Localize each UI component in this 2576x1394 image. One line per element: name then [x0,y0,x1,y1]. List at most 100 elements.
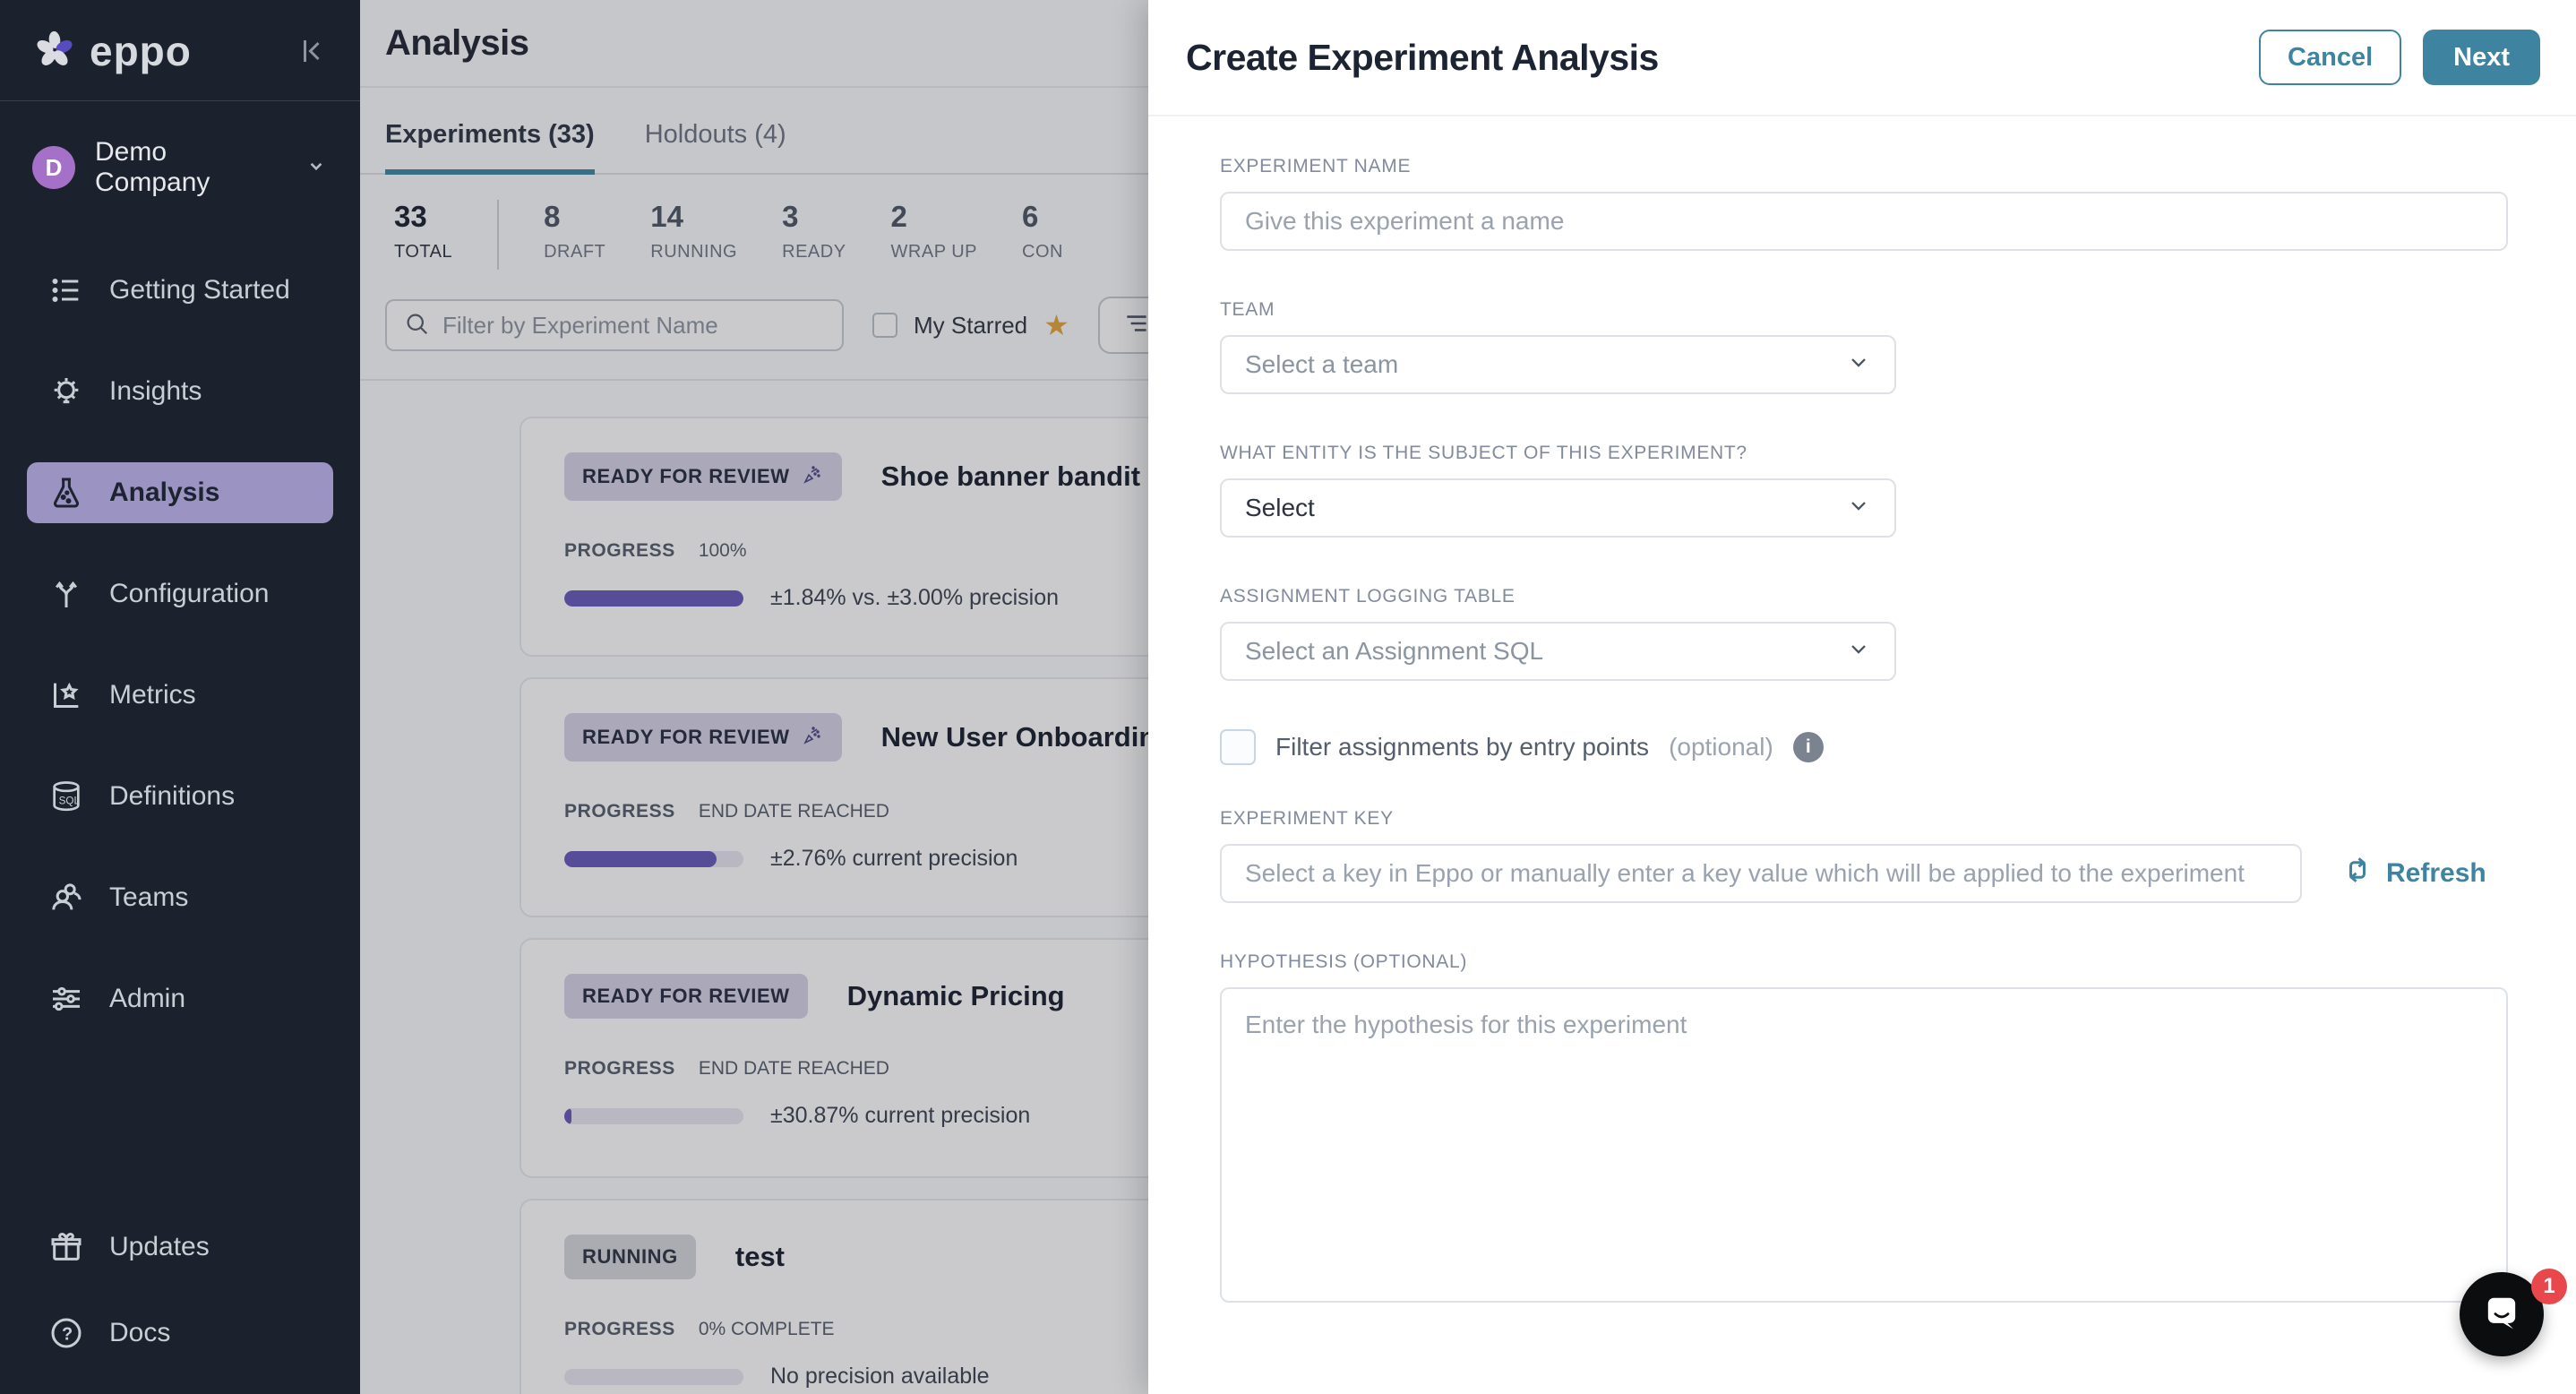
chevron-down-icon [1846,636,1871,667]
experiment-title: test [734,1241,786,1272]
sidebar-item-label: Docs [109,1318,171,1347]
sidebar-footer: Updates ? Docs [27,1217,333,1364]
sidebar-item-admin[interactable]: Admin [27,968,333,1029]
chevron-down-icon [305,154,328,182]
experiment-key-field-group: EXPERIMENT KEY Refresh [1220,808,2508,903]
sidebar-item-label: Metrics [109,680,196,710]
sidebar-item-label: Definitions [109,781,236,811]
stat-value: 6 [1022,200,1039,233]
refresh-label: Refresh [2386,858,2486,888]
sidebar-item-insights[interactable]: Insights [27,361,333,422]
progress-label: PROGRESS [564,1319,675,1339]
experiment-name-input[interactable] [1220,192,2508,251]
precision-text: ±1.84% vs. ±3.00% precision [770,585,1060,610]
progress-label: PROGRESS [564,1058,675,1079]
cancel-button[interactable]: Cancel [2259,30,2402,85]
sql-database-icon: SQL [47,779,86,814]
hypothesis-textarea[interactable] [1220,987,2508,1303]
entry-points-checkbox[interactable] [1220,729,1256,765]
entity-label: WHAT ENTITY IS THE SUBJECT OF THIS EXPER… [1220,443,1747,463]
progress-bar-fill [564,1107,571,1124]
sidebar-item-configuration[interactable]: Configuration [27,564,333,624]
logo-text: eppo [90,28,192,74]
progress-label: PROGRESS [564,801,675,822]
entry-points-label: Filter assignments by entry points [1275,733,1650,761]
status-badge: READY FOR REVIEW [564,713,842,762]
eppo-logo[interactable]: eppo [34,27,192,75]
progress-bar [564,1368,743,1385]
sidebar-item-label: Getting Started [109,275,290,305]
stat-value: 2 [890,200,907,233]
sidebar-item-label: Admin [109,984,186,1013]
status-badge: READY FOR REVIEW [564,452,842,501]
notification-badge[interactable]: 1 [2531,1269,2567,1304]
chevron-down-icon [1846,349,1871,381]
sliders-icon [47,981,86,1017]
progress-label: PROGRESS [564,540,675,561]
search-icon [403,310,430,341]
experiment-search[interactable] [385,299,844,351]
tab-holdouts[interactable]: Holdouts (4) [644,120,786,149]
stat-total: 33 TOTAL [394,200,452,262]
status-badge: RUNNING [564,1235,696,1279]
company-name: Demo Company [95,137,210,197]
stat-wrap-up: 2 WRAP UP [891,200,977,262]
assignment-sql-select[interactable]: Select an Assignment SQL [1220,622,1896,681]
svg-text:SQL: SQL [59,795,81,806]
progress-value: END DATE REACHED [698,801,889,822]
stat-running: 14 RUNNING [650,200,737,262]
tab-experiments[interactable]: Experiments (33) [385,120,595,175]
sidebar-item-label: Insights [109,376,202,406]
sidebar-item-getting-started[interactable]: Getting Started [27,260,333,321]
workspace-switcher[interactable]: D Demo Company [0,101,360,234]
experiment-key-label: EXPERIMENT KEY [1220,808,1394,829]
progress-bar [564,850,743,867]
stat-label: TOTAL [394,242,453,262]
sidebar-item-docs[interactable]: ? Docs [27,1303,333,1364]
experiment-name-label: EXPERIMENT NAME [1220,156,1412,176]
team-field-group: TEAM Select a team [1220,299,2508,394]
stats-divider [497,200,500,270]
hypothesis-label: HYPOTHESIS (OPTIONAL) [1220,951,1468,972]
entry-points-row: Filter assignments by entry points (opti… [1220,729,2508,765]
progress-bar-fill [564,589,743,607]
stat-concluded: 6 CON [1022,200,1063,262]
my-starred-filter[interactable]: My Starred ★ [872,311,1069,340]
chat-bubble-icon [2478,1289,2525,1340]
sidebar-item-label: Analysis [109,478,220,507]
sidebar-item-analysis[interactable]: Analysis [27,462,333,523]
entity-select[interactable]: Select [1220,478,1896,538]
refresh-link[interactable]: Refresh [2341,854,2486,893]
party-popper-icon [803,724,824,751]
assignment-table-label: ASSIGNMENT LOGGING TABLE [1220,586,1516,607]
people-icon [47,880,86,916]
chat-launcher[interactable] [2460,1272,2544,1356]
collapse-sidebar-icon[interactable] [296,35,328,67]
entity-field-group: WHAT ENTITY IS THE SUBJECT OF THIS EXPER… [1220,443,2508,538]
team-select[interactable]: Select a team [1220,335,1896,394]
progress-bar-fill [564,850,717,867]
status-badge: READY FOR REVIEW [564,974,808,1019]
sidebar-item-label: Teams [109,882,189,912]
progress-bar [564,1107,743,1124]
next-button[interactable]: Next [2423,30,2540,85]
experiment-name-field-group: EXPERIMENT NAME [1220,156,2508,251]
experiment-key-input[interactable] [1220,844,2302,903]
info-icon[interactable]: i [1792,732,1824,762]
sidebar-item-updates[interactable]: Updates [27,1217,333,1278]
search-input[interactable] [442,311,826,340]
experiment-title: Shoe banner bandit ana [880,460,1197,492]
my-starred-checkbox[interactable] [872,313,897,338]
stats-row: 33 TOTAL 8 DRAFT 14 RUNNING 3 READY 2 WR… [360,175,2576,270]
stat-value: 3 [782,200,799,233]
svg-text:?: ? [62,1325,73,1345]
sidebar-item-teams[interactable]: Teams [27,867,333,928]
sidebar-divider [0,100,360,101]
sidebar-item-definitions[interactable]: SQL Definitions [27,766,333,827]
modal-header: Create Experiment Analysis Cancel Next [1148,0,2576,116]
modal-body: EXPERIMENT NAME TEAM Select a team WHAT … [1148,116,2576,1307]
precision-text: No precision available [770,1364,990,1389]
star-icon: ★ [1043,309,1069,341]
sidebar-item-metrics[interactable]: Metrics [27,665,333,726]
